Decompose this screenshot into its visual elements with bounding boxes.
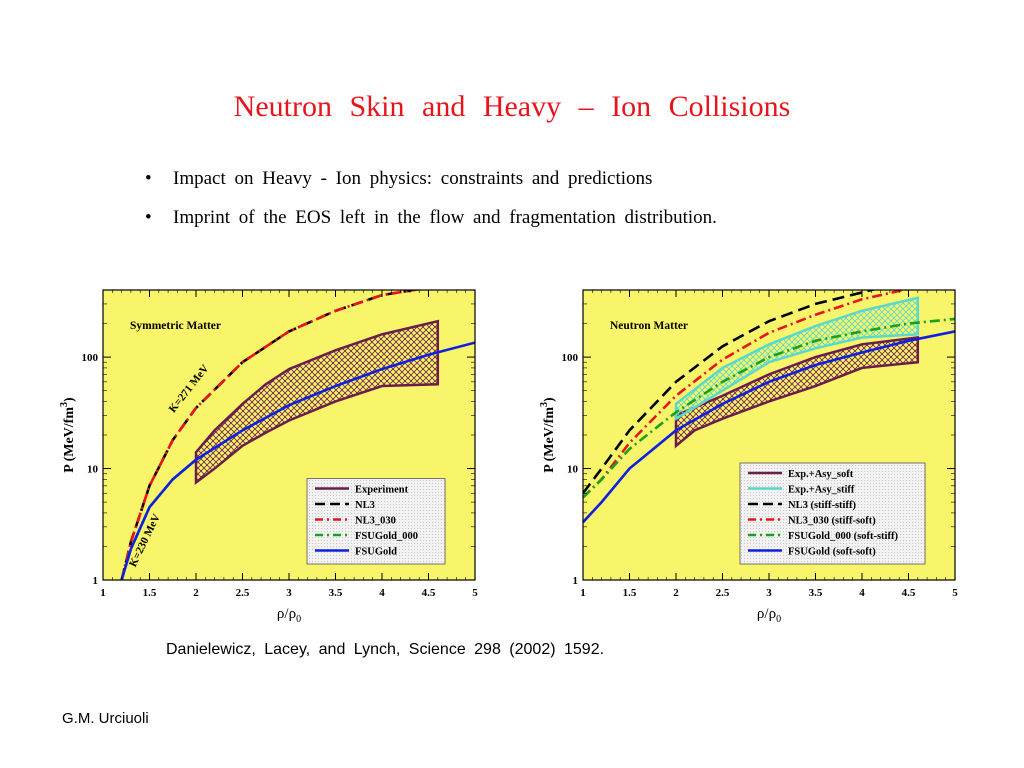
x-tick-label: 2.5 xyxy=(716,587,730,599)
series-line xyxy=(583,317,955,499)
x-tick-label: 4 xyxy=(859,587,865,599)
legend-entry: NL3_030 xyxy=(355,516,396,527)
legend-entry: FSUGold xyxy=(355,547,397,558)
neutron-matter-chart: 1 1.5 2 2.5 3 3.5 4 4.5 5 1 10 100 ρ/ρ0 P (MeV/fm3) Ne… xyxy=(528,282,968,632)
x-axis-label: ρ/ρ0 xyxy=(757,606,781,625)
citation: Danielewicz, Lacey, and Lynch, Science 2… xyxy=(166,641,605,658)
x-tick-label: 1 xyxy=(580,587,586,599)
y-tick-label: 1 xyxy=(573,575,579,587)
x-tick-label: 3.5 xyxy=(809,587,823,599)
bullet-item: • Imprint of the EOS left in the flow and… xyxy=(145,207,717,229)
y-tick-label: 100 xyxy=(562,352,579,364)
y-tick-label: 10 xyxy=(87,464,99,476)
legend-entry: FSUGold_000 (soft-stiff) xyxy=(788,531,898,542)
legend-entry: Exp.+Asy_stiff xyxy=(788,485,855,496)
bullet-item: • Impact on Heavy - Ion physics: constrai… xyxy=(145,168,717,190)
y-tick-label: 100 xyxy=(82,352,99,364)
bullet-list: • Impact on Heavy - Ion physics: constrai… xyxy=(145,168,717,246)
legend-entry: FSUGold (soft-soft) xyxy=(788,547,876,558)
panel-label: Symmetric Matter xyxy=(130,320,221,332)
y-tick-label: 1 xyxy=(93,575,99,587)
bullet-glyph: • xyxy=(145,168,152,189)
x-tick-label: 1.5 xyxy=(143,587,157,599)
series-line xyxy=(583,290,877,495)
x-tick-label: 4.5 xyxy=(422,587,436,599)
bullet-text: Impact on Heavy - Ion physics: constrain… xyxy=(173,168,653,189)
plot-area xyxy=(120,290,475,580)
x-tick-label: 4.5 xyxy=(902,587,916,599)
y-axis-label: P (MeV/fm3) xyxy=(59,397,77,473)
chart-svg: 1 1.5 2 2.5 3 3.5 4 4.5 5 1 10 100 ρ/ρ0 P (MeV/fm3) Sy… xyxy=(59,289,478,625)
x-axis-label: ρ/ρ0 xyxy=(277,606,301,625)
legend-box xyxy=(739,462,926,565)
chart-svg: 1 1.5 2 2.5 3 3.5 4 4.5 5 1 10 100 ρ/ρ0 P (MeV/fm3) Ne… xyxy=(539,289,958,625)
legend-entry: FSUGold_000 xyxy=(355,531,418,542)
legend-entry: NL3 xyxy=(355,500,375,511)
x-tick-label: 3.5 xyxy=(329,587,343,599)
bullet-text: Imprint of the EOS left in the flow and … xyxy=(173,207,717,228)
author: G.M. Urciuoli xyxy=(62,710,149,727)
x-tick-label: 1 xyxy=(100,587,106,599)
plot-area xyxy=(583,290,955,524)
x-tick-label: 2.5 xyxy=(236,587,250,599)
y-axis-label: P (MeV/fm3) xyxy=(539,397,557,473)
legend: Exp.+Asy_soft Exp.+Asy_stiff NL3 (stiff-st… xyxy=(739,462,926,565)
x-tick-label: 3 xyxy=(766,587,772,599)
band-region xyxy=(674,336,920,449)
band-region xyxy=(674,296,920,421)
legend-entry: Exp.+Asy_soft xyxy=(788,469,854,480)
slide-title: Neutron Skin and Heavy – Ion Collisions xyxy=(233,90,791,123)
legend: Experiment NL3 NL3_030 FSUGold_000 FSUGold xyxy=(306,478,446,565)
x-tick-label: 4 xyxy=(379,587,385,599)
band-region xyxy=(194,319,440,485)
legend-entry: NL3 (stiff-stiff) xyxy=(788,500,856,511)
bullet-glyph: • xyxy=(145,207,152,228)
legend-entry: Experiment xyxy=(355,485,409,496)
symmetric-matter-chart: 1 1.5 2 2.5 3 3.5 4 4.5 5 1 10 100 ρ/ρ0 P (MeV/fm3) Sy… xyxy=(48,282,488,632)
series-line xyxy=(583,330,955,524)
series-line xyxy=(120,341,475,580)
x-tick-label: 3 xyxy=(286,587,292,599)
series-line xyxy=(120,290,422,580)
x-tick-label: 2 xyxy=(673,587,679,599)
x-tick-label: 5 xyxy=(472,587,478,599)
x-tick-label: 2 xyxy=(193,587,199,599)
series-line xyxy=(583,290,909,499)
x-tick-label: 1.5 xyxy=(623,587,637,599)
y-tick-label: 10 xyxy=(567,464,579,476)
x-tick-label: 5 xyxy=(952,587,958,599)
legend-entry: NL3_030 (stiff-soft) xyxy=(788,516,876,527)
panel-label: Neutron Matter xyxy=(610,320,688,332)
